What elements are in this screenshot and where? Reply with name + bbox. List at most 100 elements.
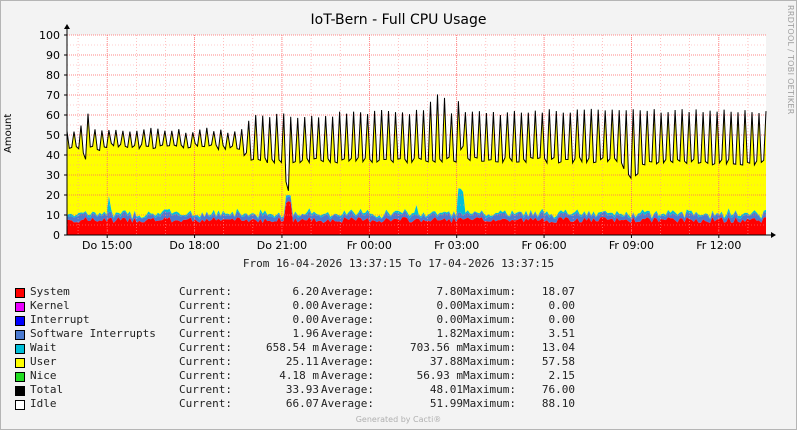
y-tick-label: 90: [46, 49, 60, 62]
legend-swatch: [15, 344, 25, 354]
legend-average-value: 0.00: [436, 313, 464, 326]
legend-current-value: 25.11: [285, 355, 319, 368]
legend-average-value: 7.80: [436, 285, 464, 298]
legend-average-value: 56.93 m: [416, 369, 463, 382]
legend-average-label: Average:: [321, 369, 374, 382]
chart-title: IoT-Bern - Full CPU Usage: [310, 12, 487, 28]
legend-current-label: Current:: [179, 383, 232, 396]
legend-average-label: Average:: [321, 313, 374, 326]
y-tick-label: 20: [46, 189, 60, 202]
legend-swatch: [15, 372, 25, 382]
legend-average-label: Average:: [321, 355, 374, 368]
x-tick-label: Fr 09:00: [609, 239, 654, 252]
y-tick-label: 40: [46, 149, 60, 162]
legend-average-label: Average:: [321, 383, 374, 396]
legend-average-value: 51.99: [429, 397, 463, 410]
y-tick-label: 0: [53, 229, 60, 242]
legend-maximum-value: 2.15: [548, 369, 576, 382]
legend-swatch: [15, 316, 25, 326]
legend-average-label: Average:: [321, 397, 374, 410]
legend-current-value: 0.00: [292, 313, 320, 326]
legend-swatch: [15, 358, 25, 368]
legend-series-name: Idle: [30, 397, 57, 410]
legend-current-label: Current:: [179, 313, 232, 326]
legend-maximum-label: Maximum:: [463, 327, 516, 340]
series-system-area: [67, 201, 766, 235]
legend-current-value: 0.00: [292, 299, 320, 312]
y-tick-label: 30: [46, 169, 60, 182]
legend-average-value: 703.56 m: [410, 341, 463, 354]
legend-series-name: System: [30, 285, 70, 298]
plot-area: 0 10 20 30 40 50 60 70 80 90 100 Do 15:00 Do 18:00 Do…: [39, 24, 776, 252]
legend-maximum-label: Maximum:: [463, 397, 516, 410]
legend-current-value: 33.93: [285, 383, 319, 396]
legend-swatch: [15, 288, 25, 298]
legend-average-value: 0.00: [436, 299, 464, 312]
y-tick-label: 60: [46, 109, 60, 122]
y-tick-label: 100: [39, 29, 60, 42]
legend-maximum-label: Maximum:: [463, 355, 516, 368]
legend-maximum-label: Maximum:: [463, 383, 516, 396]
series-wait-area: [67, 188, 766, 220]
legend-series-name: Total: [30, 383, 64, 396]
legend-current-value: 1.96: [292, 327, 320, 340]
legend-swatch: [15, 330, 25, 340]
legend-series-name: Software Interrupts: [30, 327, 156, 340]
x-tick-label: Fr 12:00: [696, 239, 741, 252]
legend-series-name: User: [30, 355, 57, 368]
x-tick-label: Do 18:00: [169, 239, 219, 252]
x-axis-arrow: [771, 232, 776, 238]
legend-swatch: [15, 302, 25, 312]
legend-average-label: Average:: [321, 299, 374, 312]
legend-average-label: Average:: [321, 341, 374, 354]
legend-maximum-label: Maximum:: [463, 369, 516, 382]
x-tick-label: Fr 00:00: [347, 239, 392, 252]
series-total-line: [66, 94, 767, 191]
y-tick-label: 50: [46, 129, 60, 142]
legend-current-label: Current:: [179, 355, 232, 368]
legend-series-name: Wait: [30, 341, 57, 354]
series-user-area: [67, 94, 766, 219]
time-range: From 16-04-2026 13:37:15 To 17-04-2026 1…: [242, 257, 555, 270]
legend-maximum-label: Maximum:: [463, 313, 516, 326]
legend-maximum-value: 3.51: [548, 327, 576, 340]
legend-maximum-label: Maximum:: [463, 299, 516, 312]
legend-maximum-value: 0.00: [548, 313, 576, 326]
legend-swatch: [15, 386, 25, 396]
x-tick-label: Do 15:00: [82, 239, 132, 252]
legend-maximum-value: 76.00: [541, 383, 575, 396]
legend-average-value: 1.82: [436, 327, 464, 340]
y-tick-label: 80: [46, 69, 60, 82]
legend-average-label: Average:: [321, 285, 374, 298]
rrdtool-credit: RRDTOOL / TOBI OETIKER: [786, 5, 795, 115]
legend-series-name: Kernel: [30, 299, 70, 312]
legend-current-label: Current:: [179, 369, 232, 382]
y-tick-label: 10: [46, 209, 60, 222]
legend-current-label: Current:: [179, 299, 232, 312]
legend-average-label: Average:: [321, 327, 374, 340]
y-axis-arrow: [64, 24, 70, 29]
legend-current-label: Current:: [179, 327, 232, 340]
legend-average-value: 37.88: [429, 355, 463, 368]
legend-average-value: 48.01: [429, 383, 463, 396]
x-tick-label: Fr 03:00: [434, 239, 479, 252]
legend-maximum-value: 18.07: [541, 285, 575, 298]
legend-maximum-value: 57.58: [541, 355, 575, 368]
legend-series-name: Nice: [30, 369, 57, 382]
legend-maximum-value: 88.10: [541, 397, 575, 410]
legend-current-value: 658.54 m: [266, 341, 319, 354]
legend-maximum-label: Maximum:: [463, 285, 516, 298]
legend-maximum-value: 13.04: [541, 341, 575, 354]
legend-maximum-label: Maximum:: [463, 341, 516, 354]
series-software-interrupts-area: [67, 196, 766, 223]
generated-by: Generated by Cacti®: [355, 415, 442, 424]
legend-current-value: 4.18 m: [279, 369, 319, 382]
x-tick-label: Fr 06:00: [521, 239, 566, 252]
legend-maximum-value: 0.00: [548, 299, 576, 312]
y-tick-label: 70: [46, 89, 60, 102]
legend-current-label: Current:: [179, 397, 232, 410]
legend-series-name: Interrupt: [30, 313, 90, 326]
legend-current-label: Current:: [179, 341, 232, 354]
legend-current-value: 6.20: [292, 285, 320, 298]
